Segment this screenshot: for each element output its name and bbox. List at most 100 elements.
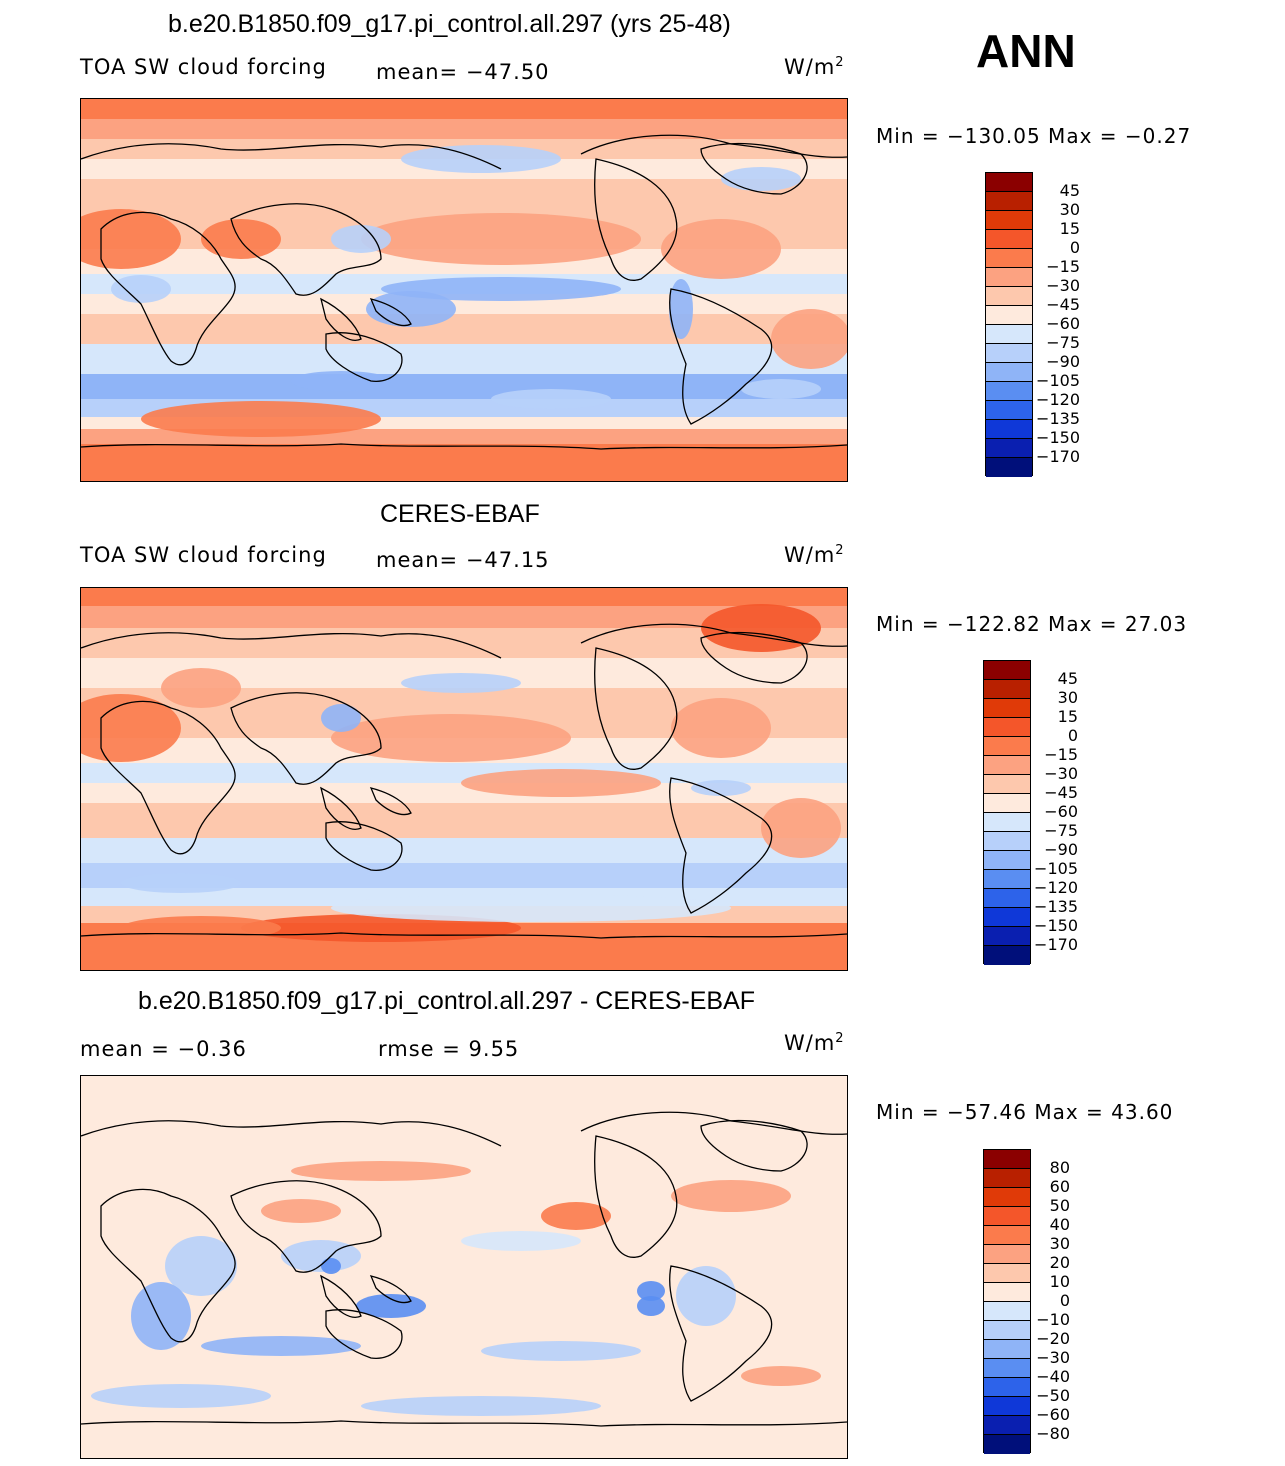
colorbar-swatch: [984, 908, 1030, 927]
panel-2-minmax: Min = −122.82 Max = 27.03: [876, 612, 1188, 636]
colorbar-swatch: [984, 832, 1030, 851]
panel-2-variable-label: TOA SW cloud forcing: [80, 543, 327, 567]
colorbar-tick-label: −30: [1046, 276, 1080, 295]
colorbar-tick-label: −135: [1036, 409, 1080, 428]
panel-1-minmax: Min = −130.05 Max = −0.27: [876, 124, 1192, 148]
panel-1-mean-label: mean= −47.50: [376, 60, 550, 84]
colorbar-swatch: [984, 1207, 1030, 1226]
colorbar-swatch: [984, 699, 1030, 718]
colorbar-swatch: [986, 439, 1032, 458]
colorbar-tick-label: 15: [1059, 219, 1080, 238]
panel-1-colorbar: [985, 172, 1033, 477]
colorbar-tick-label: −90: [1044, 840, 1078, 859]
colorbar-tick-label: −60: [1046, 314, 1080, 333]
colorbar-swatch: [986, 306, 1032, 325]
colorbar-tick-label: 10: [1049, 1272, 1070, 1291]
panel-3-map: [80, 1075, 848, 1459]
colorbar-swatch: [986, 230, 1032, 249]
colorbar-swatch: [986, 192, 1032, 211]
colorbar-swatch: [986, 382, 1032, 401]
colorbar-swatch: [986, 458, 1032, 477]
colorbar-tick-label: −105: [1034, 859, 1078, 878]
panel-2-mean-label: mean= −47.15: [376, 548, 550, 572]
colorbar-swatch: [984, 1435, 1030, 1454]
panel-1-variable-label: TOA SW cloud forcing: [80, 55, 327, 79]
colorbar-swatch: [984, 851, 1030, 870]
panel-2-title: CERES-EBAF: [380, 500, 540, 528]
colorbar-swatch: [986, 211, 1032, 230]
colorbar-tick-label: 15: [1057, 707, 1078, 726]
colorbar-swatch: [984, 661, 1030, 680]
colorbar-tick-label: −135: [1034, 897, 1078, 916]
colorbar-tick-label: −150: [1036, 428, 1080, 447]
panel-3-mean-label: mean = −0.36: [80, 1037, 247, 1061]
colorbar-tick-label: −50: [1036, 1386, 1070, 1405]
colorbar-swatch: [984, 1321, 1030, 1340]
colorbar-tick-label: 0: [1059, 1291, 1070, 1310]
colorbar-tick-label: −60: [1036, 1405, 1070, 1424]
colorbar-swatch: [986, 325, 1032, 344]
panel-3-title: b.e20.B1850.f09_g17.pi_control.all.297 -…: [138, 987, 756, 1015]
colorbar-tick-label: 45: [1059, 181, 1080, 200]
colorbar-tick-label: 80: [1049, 1158, 1070, 1177]
colorbar-tick-label: −45: [1046, 295, 1080, 314]
colorbar-swatch: [984, 813, 1030, 832]
panel-3-colorbar: [983, 1149, 1031, 1454]
colorbar-swatch: [984, 1245, 1030, 1264]
colorbar-tick-label: −120: [1036, 390, 1080, 409]
colorbar-swatch: [984, 1169, 1030, 1188]
colorbar-tick-label: −75: [1046, 333, 1080, 352]
colorbar-swatch: [984, 1359, 1030, 1378]
colorbar-swatch: [986, 363, 1032, 382]
colorbar-tick-label: 50: [1049, 1196, 1070, 1215]
colorbar-tick-label: 20: [1049, 1253, 1070, 1272]
colorbar-tick-label: 45: [1057, 669, 1078, 688]
colorbar-swatch: [984, 775, 1030, 794]
colorbar-tick-label: −20: [1036, 1329, 1070, 1348]
colorbar-swatch: [986, 344, 1032, 363]
colorbar-swatch: [984, 946, 1030, 965]
colorbar-tick-label: −90: [1046, 352, 1080, 371]
colorbar-tick-label: 30: [1059, 200, 1080, 219]
colorbar-tick-label: 30: [1057, 688, 1078, 707]
colorbar-tick-label: −40: [1036, 1367, 1070, 1386]
panel-1-map: [80, 98, 848, 482]
panel-1-title: b.e20.B1850.f09_g17.pi_control.all.297 (…: [168, 10, 731, 38]
panel-2-colorbar: [983, 660, 1031, 965]
panel-3-units: W/m2: [784, 1031, 845, 1055]
colorbar-swatch: [984, 1188, 1030, 1207]
colorbar-tick-label: −15: [1046, 257, 1080, 276]
colorbar-swatch: [984, 794, 1030, 813]
colorbar-tick-label: −80: [1036, 1424, 1070, 1443]
colorbar-swatch: [984, 680, 1030, 699]
colorbar-swatch: [986, 401, 1032, 420]
panel-3-rmse-label: rmse = 9.55: [378, 1037, 520, 1061]
colorbar-swatch: [984, 1302, 1030, 1321]
colorbar-swatch: [984, 889, 1030, 908]
colorbar-tick-label: 40: [1049, 1215, 1070, 1234]
colorbar-tick-label: −170: [1034, 935, 1078, 954]
colorbar-tick-label: −150: [1034, 916, 1078, 935]
colorbar-swatch: [986, 268, 1032, 287]
colorbar-swatch: [986, 249, 1032, 268]
panel-3-minmax: Min = −57.46 Max = 43.60: [876, 1100, 1174, 1124]
colorbar-tick-label: −75: [1044, 821, 1078, 840]
colorbar-swatch: [984, 1226, 1030, 1245]
colorbar-swatch: [984, 1283, 1030, 1302]
colorbar-tick-label: 0: [1069, 238, 1080, 257]
colorbar-tick-label: 30: [1049, 1234, 1070, 1253]
colorbar-tick-label: 0: [1067, 726, 1078, 745]
colorbar-swatch: [984, 1416, 1030, 1435]
colorbar-tick-label: −10: [1036, 1310, 1070, 1329]
colorbar-tick-label: −60: [1044, 802, 1078, 821]
panel-1-units: W/m2: [784, 55, 845, 79]
colorbar-tick-label: 60: [1049, 1177, 1070, 1196]
colorbar-tick-label: −120: [1034, 878, 1078, 897]
colorbar-swatch: [984, 1378, 1030, 1397]
colorbar-tick-label: −30: [1044, 764, 1078, 783]
colorbar-tick-label: −105: [1036, 371, 1080, 390]
colorbar-swatch: [986, 173, 1032, 192]
colorbar-tick-label: −15: [1044, 745, 1078, 764]
colorbar-swatch: [984, 870, 1030, 889]
colorbar-swatch: [984, 1150, 1030, 1169]
